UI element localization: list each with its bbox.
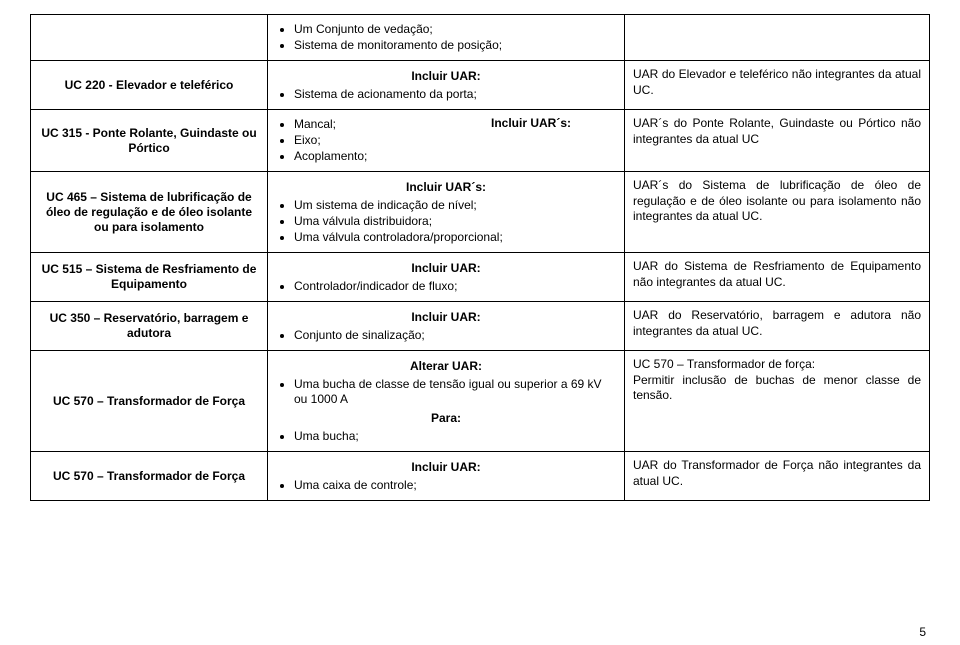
- cell-mid: Um Conjunto de vedação; Sistema de monit…: [268, 15, 625, 61]
- cell-left: UC 220 - Elevador e teleférico: [31, 61, 268, 110]
- table-row: UC 515 – Sistema de Resfriamento de Equi…: [31, 253, 930, 302]
- table-row: UC 315 - Ponte Rolante, Guindaste ou Pór…: [31, 110, 930, 172]
- content-table: Um Conjunto de vedação; Sistema de monit…: [30, 14, 930, 501]
- mid-header: Incluir UAR:: [276, 261, 616, 275]
- cell-left: UC 465 – Sistema de lubrificação de óleo…: [31, 172, 268, 253]
- table-row: UC 220 - Elevador e teleférico Incluir U…: [31, 61, 930, 110]
- bullet-item: Sistema de monitoramento de posição;: [294, 38, 616, 53]
- cell-mid: Mancal; Eixo; Acoplamento; Incluir UAR´s…: [268, 110, 625, 172]
- bullet-list: Uma bucha de classe de tensão igual ou s…: [276, 377, 616, 407]
- bullet-item: Controlador/indicador de fluxo;: [294, 279, 616, 294]
- cell-mid: Alterar UAR: Uma bucha de classe de tens…: [268, 351, 625, 452]
- cell-right: UAR do Reservatório, barragem e adutora …: [625, 302, 930, 351]
- mid-header: Incluir UAR:: [276, 69, 616, 83]
- bullet-item: Eixo;: [294, 133, 446, 148]
- cell-mid: Incluir UAR: Sistema de acionamento da p…: [268, 61, 625, 110]
- cell-left: UC 515 – Sistema de Resfriamento de Equi…: [31, 253, 268, 302]
- bullet-list: Sistema de acionamento da porta;: [276, 87, 616, 102]
- table-row: UC 570 – Transformador de Força Alterar …: [31, 351, 930, 452]
- bullet-item: Uma válvula distribuidora;: [294, 214, 616, 229]
- cell-mid: Incluir UAR: Uma caixa de controle;: [268, 452, 625, 501]
- table-row: UC 570 – Transformador de Força Incluir …: [31, 452, 930, 501]
- bullet-item: Uma válvula controladora/proporcional;: [294, 230, 616, 245]
- mid-header: Incluir UAR´s:: [276, 180, 616, 194]
- cell-left: UC 570 – Transformador de Força: [31, 452, 268, 501]
- bullet-item: Uma bucha de classe de tensão igual ou s…: [294, 377, 616, 407]
- bullet-item: Uma caixa de controle;: [294, 478, 616, 493]
- cell-right: UAR do Elevador e teleférico não integra…: [625, 61, 930, 110]
- cell-left: UC 570 – Transformador de Força: [31, 351, 268, 452]
- bullet-item: Sistema de acionamento da porta;: [294, 87, 616, 102]
- bullet-list: Uma caixa de controle;: [276, 478, 616, 493]
- bullet-list: Um sistema de indicação de nível; Uma vá…: [276, 198, 616, 245]
- table-row: UC 465 – Sistema de lubrificação de óleo…: [31, 172, 930, 253]
- table-row: Um Conjunto de vedação; Sistema de monit…: [31, 15, 930, 61]
- cell-right: UAR´s do Ponte Rolante, Guindaste ou Pór…: [625, 110, 930, 172]
- bullet-list: Mancal; Eixo; Acoplamento;: [276, 117, 446, 164]
- cell-right: UAR do Transformador de Força não integr…: [625, 452, 930, 501]
- table-row: UC 350 – Reservatório, barragem e adutor…: [31, 302, 930, 351]
- cell-mid: Incluir UAR´s: Um sistema de indicação d…: [268, 172, 625, 253]
- bullet-list: Um Conjunto de vedação; Sistema de monit…: [276, 22, 616, 53]
- cell-left-empty: [31, 15, 268, 61]
- bullet-item: Uma bucha;: [294, 429, 616, 444]
- bullet-item: Mancal;: [294, 117, 446, 132]
- bullet-list: Controlador/indicador de fluxo;: [276, 279, 616, 294]
- bullet-item: Um Conjunto de vedação;: [294, 22, 616, 37]
- mid-subheader: Para:: [276, 411, 616, 425]
- cell-mid: Incluir UAR: Conjunto de sinalização;: [268, 302, 625, 351]
- cell-left: UC 315 - Ponte Rolante, Guindaste ou Pór…: [31, 110, 268, 172]
- cell-right: UAR´s do Sistema de lubrificação de óleo…: [625, 172, 930, 253]
- cell-right-empty: [625, 15, 930, 61]
- mid-header: Incluir UAR:: [276, 310, 616, 324]
- bullet-item: Conjunto de sinalização;: [294, 328, 616, 343]
- cell-right: UAR do Sistema de Resfriamento de Equipa…: [625, 253, 930, 302]
- mid-header: Alterar UAR:: [276, 359, 616, 373]
- bullet-item: Um sistema de indicação de nível;: [294, 198, 616, 213]
- bullet-list: Conjunto de sinalização;: [276, 328, 616, 343]
- mid-header: Incluir UAR:: [276, 460, 616, 474]
- mid-header-right: Incluir UAR´s:: [446, 116, 616, 165]
- cell-right: UC 570 – Transformador de força: Permiti…: [625, 351, 930, 452]
- page-number: 5: [919, 625, 926, 639]
- cell-left: UC 350 – Reservatório, barragem e adutor…: [31, 302, 268, 351]
- bullet-list: Uma bucha;: [276, 429, 616, 444]
- page: Um Conjunto de vedação; Sistema de monit…: [0, 0, 960, 645]
- bullet-item: Acoplamento;: [294, 149, 446, 164]
- cell-mid: Incluir UAR: Controlador/indicador de fl…: [268, 253, 625, 302]
